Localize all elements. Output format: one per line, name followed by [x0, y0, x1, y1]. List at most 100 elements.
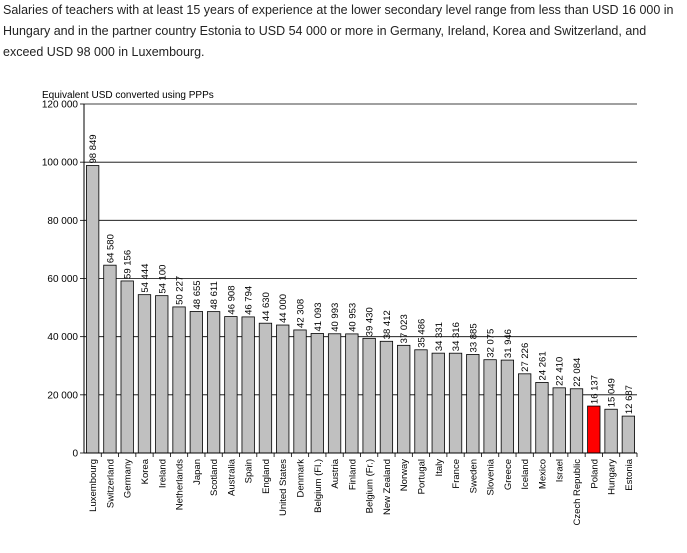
bar — [103, 264, 117, 454]
data-label: 54 100 — [157, 265, 168, 294]
data-label: 48 611 — [209, 281, 220, 309]
y-tick-label: 100 000 — [42, 158, 79, 169]
category-label: Korea — [140, 458, 151, 484]
category-label: Hungary — [607, 459, 618, 495]
data-label: 42 308 — [296, 299, 307, 328]
category-label: Ireland — [157, 459, 168, 488]
data-label: 48 655 — [192, 280, 203, 309]
category-label: Italy — [434, 459, 445, 477]
data-label: 12 687 — [624, 385, 635, 414]
category-label: Norway — [399, 459, 410, 491]
category-label: Poland — [589, 459, 600, 489]
bar — [604, 408, 618, 454]
data-label: 22 084 — [572, 358, 583, 387]
y-tick-label: 20 000 — [47, 390, 78, 401]
data-label: 38 412 — [382, 310, 393, 339]
bar — [518, 373, 532, 454]
data-label: 15 049 — [607, 378, 618, 407]
category-label: New Zealand — [382, 459, 393, 515]
category-label: Luxembourg — [88, 459, 99, 512]
category-label: Czech Republic — [572, 459, 583, 526]
category-label: Estonia — [624, 458, 635, 490]
bar — [431, 352, 445, 454]
data-label: 35 486 — [416, 319, 427, 348]
category-label: United States — [278, 459, 289, 516]
bar — [310, 333, 324, 454]
y-tick-label: 120 000 — [42, 100, 79, 111]
data-label: 33 885 — [468, 323, 479, 352]
bar — [120, 280, 134, 454]
bar — [258, 322, 273, 454]
data-label: 22 410 — [555, 357, 566, 386]
data-label: 39 430 — [365, 307, 376, 336]
data-label: 64 580 — [105, 234, 116, 263]
category-label: Iceland — [520, 459, 531, 490]
category-label: Greece — [503, 459, 514, 490]
bar — [397, 344, 411, 454]
data-label: 98 849 — [88, 134, 99, 163]
bar — [535, 382, 549, 454]
category-label: France — [451, 459, 462, 489]
data-label: 46 794 — [244, 286, 255, 315]
category-label: Scotland — [209, 459, 220, 496]
bar — [293, 329, 307, 454]
bar — [155, 295, 169, 454]
category-label: Germany — [123, 459, 134, 498]
category-label: Spain — [244, 459, 255, 483]
bar — [414, 349, 428, 454]
bar — [483, 359, 497, 454]
category-label: Portugal — [416, 459, 427, 494]
data-label: 44 630 — [261, 292, 272, 321]
bars — [86, 165, 635, 454]
bar — [241, 316, 255, 454]
data-label: 27 226 — [520, 343, 531, 372]
data-label: 50 227 — [175, 276, 186, 305]
category-label: Switzerland — [105, 459, 116, 508]
bar — [466, 354, 480, 454]
data-label: 31 946 — [503, 329, 514, 358]
category-label: Netherlands — [175, 459, 186, 510]
bar — [621, 415, 635, 454]
data-label: 37 023 — [399, 314, 410, 343]
data-label: 54 444 — [140, 264, 151, 293]
category-label: Mexico — [537, 459, 548, 489]
bar — [500, 359, 515, 454]
data-label: 16 137 — [589, 375, 600, 404]
bar — [137, 294, 152, 454]
y-axis-title: Equivalent USD converted using PPPs — [42, 90, 214, 101]
bar — [86, 165, 100, 454]
bar — [172, 306, 186, 454]
y-tick-label: 40 000 — [47, 332, 78, 343]
bar — [224, 316, 238, 454]
data-label: 34 331 — [434, 322, 445, 351]
labels: 0 20 000 40 000 60 000 80 000 100 000 120 000 9… — [42, 100, 635, 526]
category-label: Japan — [192, 459, 203, 485]
category-label: Australia — [226, 458, 237, 496]
y-tick-label: 80 000 — [47, 216, 78, 227]
category-label: Finland — [347, 459, 358, 490]
data-label: 32 075 — [486, 329, 497, 358]
bar — [362, 337, 376, 454]
y-tick-label: 60 000 — [47, 274, 78, 285]
bar — [569, 388, 584, 454]
intro-text: Salaries of teachers with at least 15 ye… — [3, 3, 674, 59]
data-label: 34 316 — [451, 322, 462, 351]
bar — [327, 333, 342, 454]
category-label: Belgium (Fl.) — [313, 459, 324, 513]
category-label: Sweden — [468, 459, 479, 493]
category-label: Denmark — [296, 459, 307, 498]
bar — [379, 340, 394, 454]
bar — [448, 352, 463, 454]
bar — [206, 311, 221, 454]
data-label: 46 908 — [226, 286, 237, 315]
data-label: 24 261 — [537, 351, 548, 380]
bar — [345, 333, 359, 454]
y-tick-label: 0 — [72, 449, 78, 460]
data-label: 59 156 — [123, 250, 134, 279]
category-label: England — [261, 459, 272, 494]
category-label: Belgium (Fr.) — [365, 459, 376, 513]
bar — [189, 311, 203, 454]
data-label: 40 993 — [330, 303, 341, 332]
bar — [587, 405, 601, 454]
